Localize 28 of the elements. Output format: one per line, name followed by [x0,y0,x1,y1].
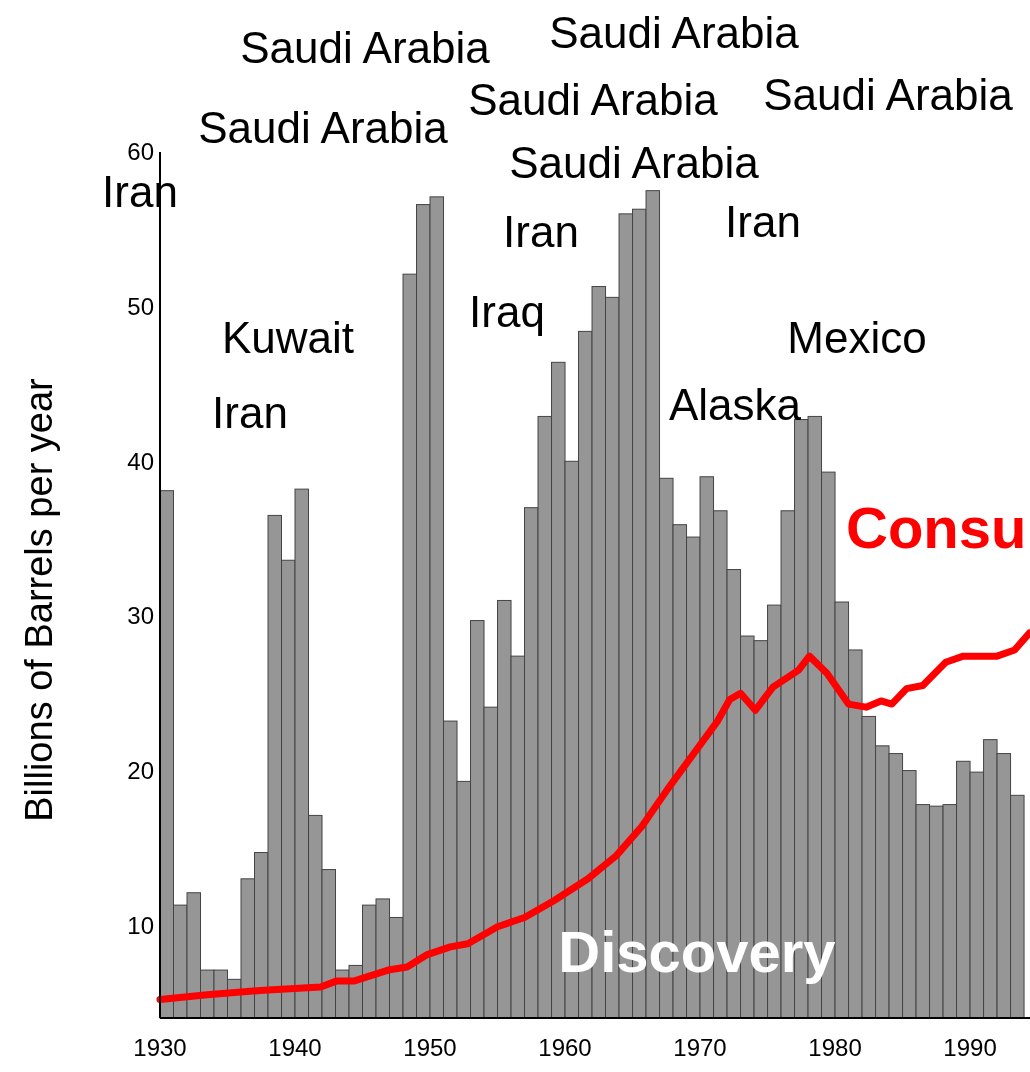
annotation: Mexico [787,313,927,363]
x-tick-label: 1990 [943,1034,997,1061]
annotation: Iran [503,207,579,257]
series-label: Consu [846,495,1027,560]
y-tick-label: 60 [127,138,154,166]
y-tick-label: 10 [127,911,154,939]
annotation: Iran [212,388,288,438]
text: Saudi Arabia [240,23,491,73]
annotation: Kuwait [221,313,355,363]
x-tick-label: 1930 [133,1034,187,1061]
y-tick-label: 20 [127,756,154,784]
text: Saudi Arabia [468,75,719,125]
x-tick-label: 1950 [403,1034,457,1061]
y-tick-label: 50 [127,293,154,321]
x-tick-label: 1970 [673,1034,727,1061]
x-tick-label: 1960 [538,1034,592,1061]
annotation: Saudi Arabia [509,138,760,188]
text: Saudi Arabia [549,8,800,58]
annotation: Alaska [668,380,802,430]
annotation: Iraq [469,287,545,337]
y-tick-label: 30 [127,602,154,630]
x-tick-label: 1980 [808,1034,862,1061]
text: Saudi Arabia [763,70,1014,120]
y-tick-label: 40 [127,447,154,475]
y-axis-title: Billions of Barrels per year [18,377,60,822]
annotation: Saudi Arabia [198,103,449,153]
annotation: Iran [725,197,801,247]
x-tick-label: 1940 [268,1034,322,1061]
